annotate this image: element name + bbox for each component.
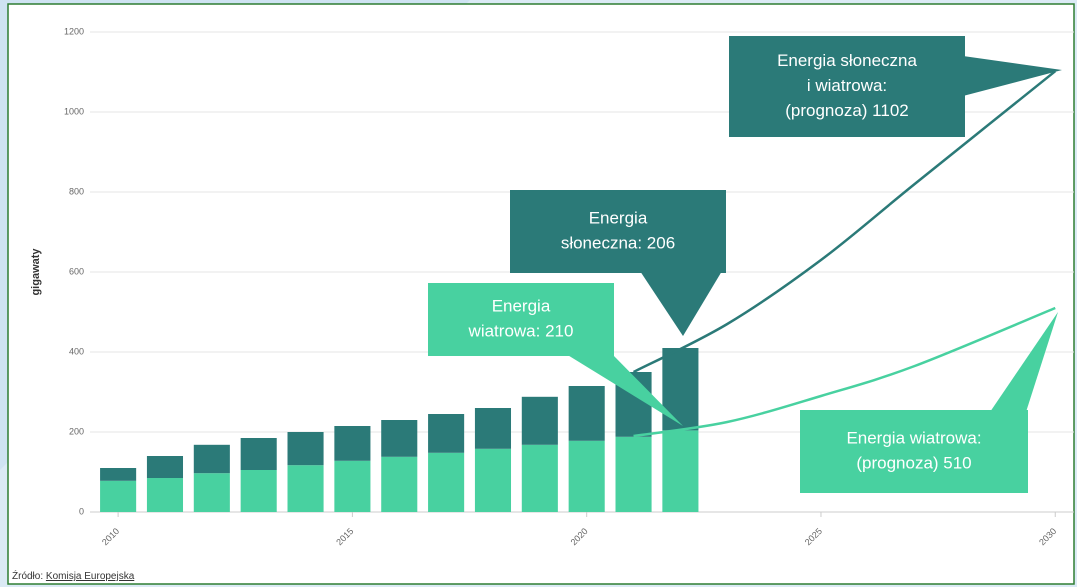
- y-tick-label: 1000: [64, 106, 84, 116]
- bar-segment: [240, 470, 277, 512]
- callout-text: Energia słoneczna: [777, 51, 917, 70]
- bar-segment: [334, 460, 371, 512]
- callout-text: Energia: [492, 296, 551, 315]
- source: Źródło: Komisja Europejska: [12, 569, 135, 582]
- callout-tail: [963, 56, 1062, 96]
- callout-text: Energia: [589, 208, 648, 227]
- callout-text: Energia wiatrowa:: [846, 428, 981, 447]
- bar-segment: [615, 436, 652, 512]
- callout-text: (prognoza) 1102: [785, 101, 909, 120]
- y-tick-label: 800: [69, 186, 84, 196]
- callout-text: wiatrowa: 210: [468, 321, 574, 340]
- bar-segment: [193, 444, 230, 474]
- callout-tail: [640, 271, 722, 336]
- bar-segment: [474, 448, 512, 512]
- bar-segment: [334, 426, 371, 461]
- source-label: Źródło:: [12, 569, 43, 582]
- bar-segment: [568, 440, 605, 512]
- callout-text: i wiatrowa:: [807, 76, 887, 95]
- bar-segment: [521, 396, 558, 445]
- bar-segment: [146, 478, 184, 512]
- bar-segment: [146, 456, 184, 478]
- y-tick-label: 600: [69, 266, 84, 276]
- bar-segment: [662, 430, 699, 512]
- bar-segment: [287, 465, 324, 512]
- callout-tail: [566, 354, 683, 426]
- y-axis-label: gigawaty: [30, 248, 42, 296]
- bar-segment: [240, 438, 277, 470]
- callout-box: [428, 283, 614, 356]
- y-tick-label: 400: [69, 346, 84, 356]
- callout-tail: [990, 312, 1058, 412]
- y-tick-label: 1200: [64, 26, 84, 36]
- bar-segment: [193, 473, 230, 512]
- callout-text: słoneczna: 206: [561, 233, 675, 252]
- callout-box: [800, 410, 1028, 493]
- y-tick-label: 200: [69, 426, 84, 436]
- bar-segment: [381, 456, 418, 512]
- bar-segment: [100, 480, 137, 512]
- callout-box: [729, 36, 965, 137]
- bar-segment: [100, 468, 137, 481]
- bar-segment: [287, 432, 324, 466]
- bar-segment: [474, 408, 512, 449]
- bar-segment: [662, 348, 699, 431]
- bar-segment: [428, 414, 465, 453]
- callout-box: [510, 190, 726, 273]
- bar-segment: [381, 420, 418, 457]
- forecast-line: [632, 70, 1057, 374]
- callout-text: (prognoza) 510: [856, 453, 971, 472]
- bar-segment: [521, 444, 558, 512]
- bar-segment: [568, 386, 605, 441]
- bar-segment: [428, 452, 465, 512]
- source-link[interactable]: Komisja Europejska: [46, 571, 135, 582]
- forecast-line: [633, 306, 1056, 438]
- y-tick-label: 0: [79, 506, 84, 516]
